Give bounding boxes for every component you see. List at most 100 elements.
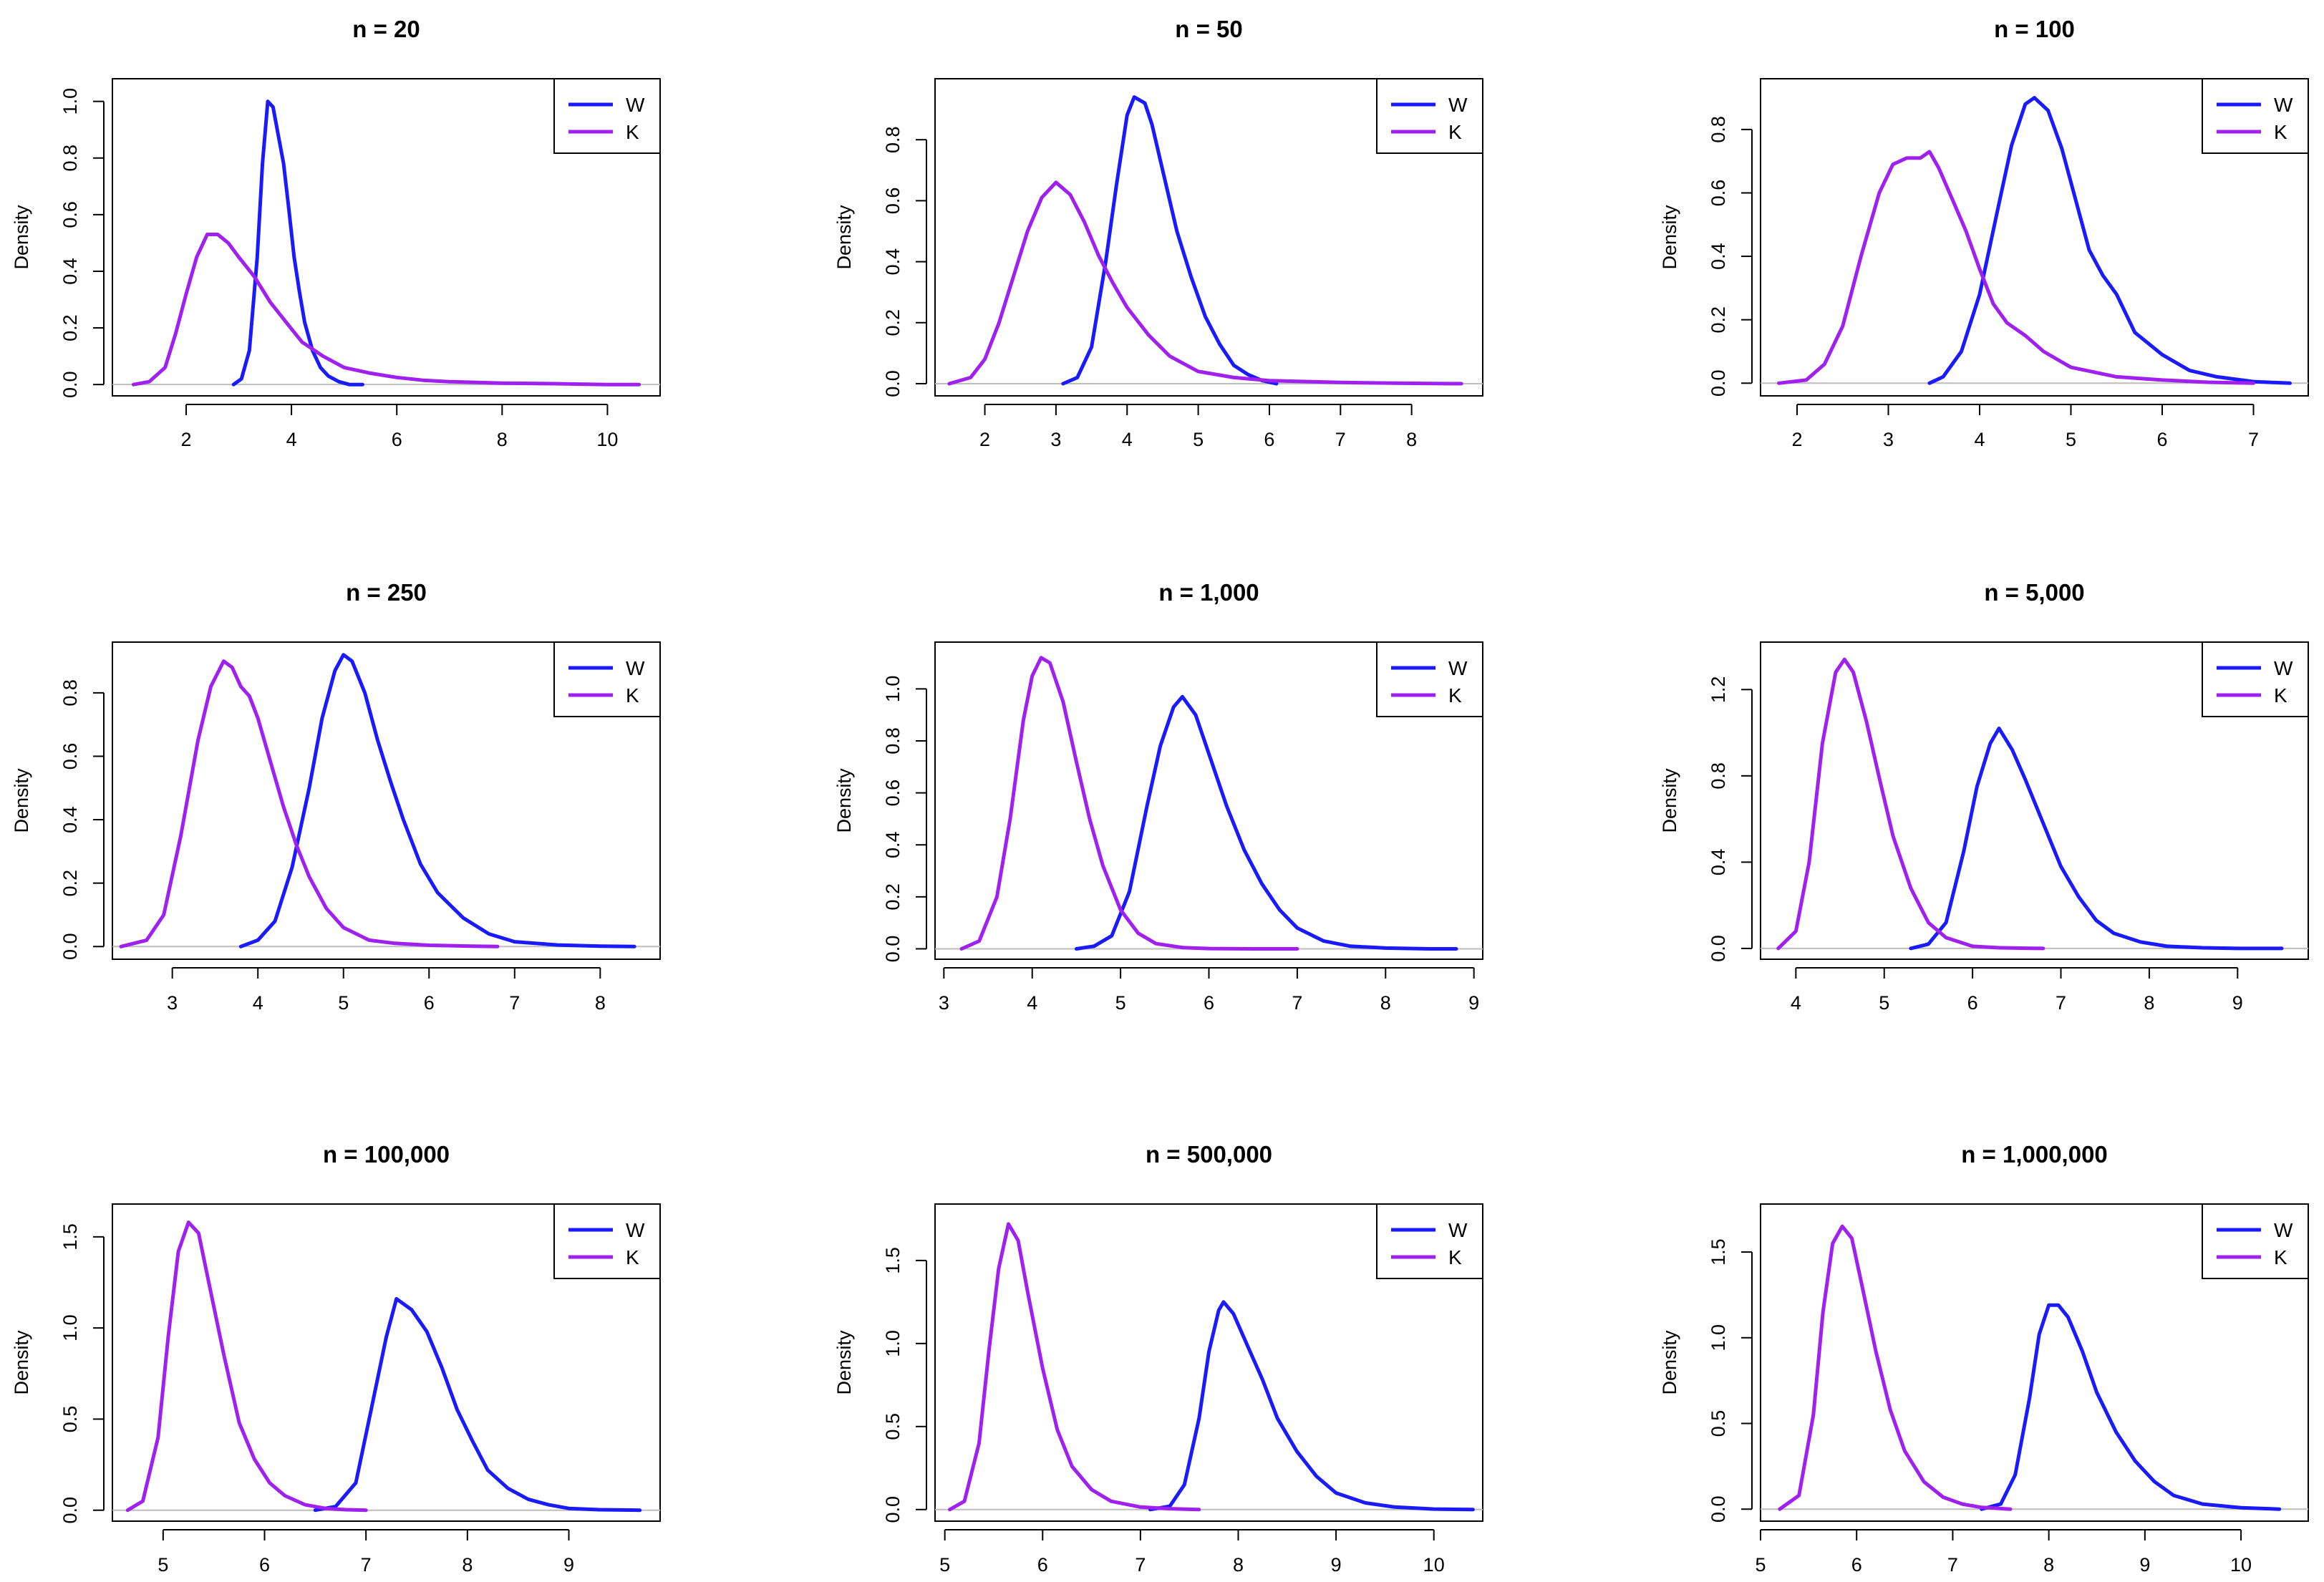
y-tick-label: 0.6: [59, 201, 81, 228]
y-tick-label: 0.8: [882, 126, 904, 153]
density-line-k: [119, 659, 500, 948]
x-tick-label: 8: [1380, 992, 1391, 1014]
x-tick-label: 4: [1974, 429, 1985, 450]
x-tick-label: 6: [424, 992, 435, 1014]
legend-box: [2202, 1203, 2309, 1279]
y-tick-label: 0.0: [1708, 370, 1729, 397]
x-tick-label: 6: [259, 1554, 270, 1576]
x-tick-label: 4: [1122, 429, 1133, 450]
y-tick-label: 1.2: [1708, 676, 1729, 704]
legend: WK: [2202, 78, 2309, 154]
y-tick-label: 0.0: [1708, 935, 1729, 962]
legend-box: [553, 641, 661, 717]
x-tick-label: 3: [1050, 429, 1061, 450]
panel-title: n = 250: [346, 579, 427, 606]
x-tick-label: 7: [2056, 992, 2066, 1014]
y-tick-label: 0.0: [882, 936, 904, 963]
density-line-w: [1909, 727, 2284, 951]
x-tick-label: 8: [462, 1554, 473, 1576]
density-panel-5: n = 1,000 3 4 5 6 7 8 9 0.0 0.2 0.4 0.6 0.8 1.0 Densit…: [833, 579, 1483, 1014]
density-panel-3: n = 100 2 3 4 5 6 7 0.0 0.2 0.4 0.6 0.8 Density WK: [1659, 16, 2309, 450]
x-tick-label: 5: [2066, 429, 2076, 450]
x-tick-label: 8: [1406, 429, 1417, 450]
density-panel-1: n = 20 2 4 6 8 10 0.0 0.2 0.4 0.6 0.8 1.0 Density WK: [11, 16, 661, 450]
y-tick-label: 1.5: [59, 1223, 81, 1251]
y-tick-label: 0.8: [1708, 762, 1729, 790]
y-tick-label: 0.8: [882, 727, 904, 754]
y-axis-label: Density: [833, 205, 855, 270]
panel-title: n = 100,000: [323, 1141, 450, 1168]
plot-frame: [934, 1203, 1483, 1522]
legend: WK: [553, 78, 661, 154]
legend-label-k: K: [626, 1246, 639, 1268]
y-tick-label: 0.4: [882, 831, 904, 858]
legend-box: [2202, 78, 2309, 154]
legend-label-k: K: [2274, 121, 2287, 143]
y-axis-label: Density: [833, 768, 855, 833]
y-tick-label: 0.2: [59, 870, 81, 897]
x-tick-label: 9: [2232, 992, 2243, 1014]
legend-label-k: K: [1448, 1246, 1462, 1268]
y-tick-label: 0.4: [59, 258, 81, 285]
density-line-w: [313, 1296, 642, 1513]
panel-title: n = 1,000: [1158, 579, 1259, 606]
x-tick-label: 5: [338, 992, 349, 1014]
y-axis-label: Density: [11, 1330, 32, 1395]
density-line-k: [948, 1222, 1201, 1512]
x-tick-label: 6: [1851, 1554, 1862, 1576]
y-axis-label: Density: [1659, 205, 1680, 270]
legend-label-w: W: [1448, 657, 1468, 679]
x-tick-label: 7: [1292, 992, 1302, 1014]
x-tick-label: 5: [1115, 992, 1126, 1014]
x-tick-label: 4: [1027, 992, 1037, 1014]
legend: WK: [2202, 1203, 2309, 1279]
legend-label-k: K: [2274, 684, 2287, 707]
x-tick-label: 10: [2230, 1554, 2252, 1576]
x-tick-label: 8: [1233, 1554, 1244, 1576]
x-tick-label: 6: [1204, 992, 1214, 1014]
legend-label-k: K: [626, 684, 639, 707]
density-line-w: [1074, 694, 1458, 951]
x-tick-label: 10: [596, 429, 618, 450]
density-panel-9: n = 1,000,000 5 6 7 8 9 10 0.0 0.5 1.0 1.5 Density W…: [1659, 1141, 2309, 1576]
y-tick-label: 0.8: [1708, 116, 1729, 143]
legend-label-w: W: [1448, 1219, 1468, 1241]
panel-title: n = 100: [1994, 16, 2075, 42]
panel-title: n = 500,000: [1146, 1141, 1272, 1168]
legend-label-w: W: [626, 94, 645, 116]
density-line-k: [131, 233, 641, 387]
y-tick-label: 1.5: [1708, 1238, 1729, 1266]
legend-box: [2202, 641, 2309, 717]
x-tick-label: 3: [167, 992, 178, 1014]
y-axis-label: Density: [11, 205, 32, 270]
legend-box: [553, 1203, 661, 1279]
x-tick-label: 5: [158, 1554, 168, 1576]
y-tick-label: 0.2: [1708, 306, 1729, 334]
legend-label-w: W: [2274, 1219, 2293, 1241]
legend-label-k: K: [1448, 121, 1462, 143]
x-tick-label: 8: [595, 992, 606, 1014]
y-axis-label: Density: [11, 768, 32, 833]
plot-frame: [934, 78, 1483, 397]
plot-frame: [112, 78, 661, 397]
x-tick-label: 8: [2043, 1554, 2054, 1576]
legend-label-w: W: [626, 657, 645, 679]
x-tick-label: 2: [1791, 429, 1802, 450]
y-tick-label: 1.0: [1708, 1324, 1729, 1352]
density-panel-8: n = 500,000 5 6 7 8 9 10 0.0 0.5 1.0 1.5 Density WK: [833, 1141, 1483, 1576]
y-tick-label: 0.8: [59, 679, 81, 707]
legend-box: [1376, 641, 1483, 717]
y-tick-label: 0.0: [59, 1497, 81, 1524]
x-tick-label: 6: [2156, 429, 2167, 450]
y-tick-label: 1.0: [59, 88, 81, 115]
density-panel-2: n = 50 2 3 4 5 6 7 8 0.0 0.2 0.4 0.6 0.8 Density WK: [833, 16, 1483, 450]
y-tick-label: 0.6: [882, 188, 904, 215]
x-tick-label: 7: [1135, 1554, 1146, 1576]
legend-label-k: K: [1448, 684, 1462, 707]
y-tick-label: 1.5: [882, 1247, 904, 1274]
legend: WK: [553, 641, 661, 717]
plot-frame: [112, 641, 661, 960]
y-tick-label: 0.4: [882, 248, 904, 276]
y-tick-label: 0.0: [882, 370, 904, 397]
density-line-k: [1777, 150, 2255, 385]
